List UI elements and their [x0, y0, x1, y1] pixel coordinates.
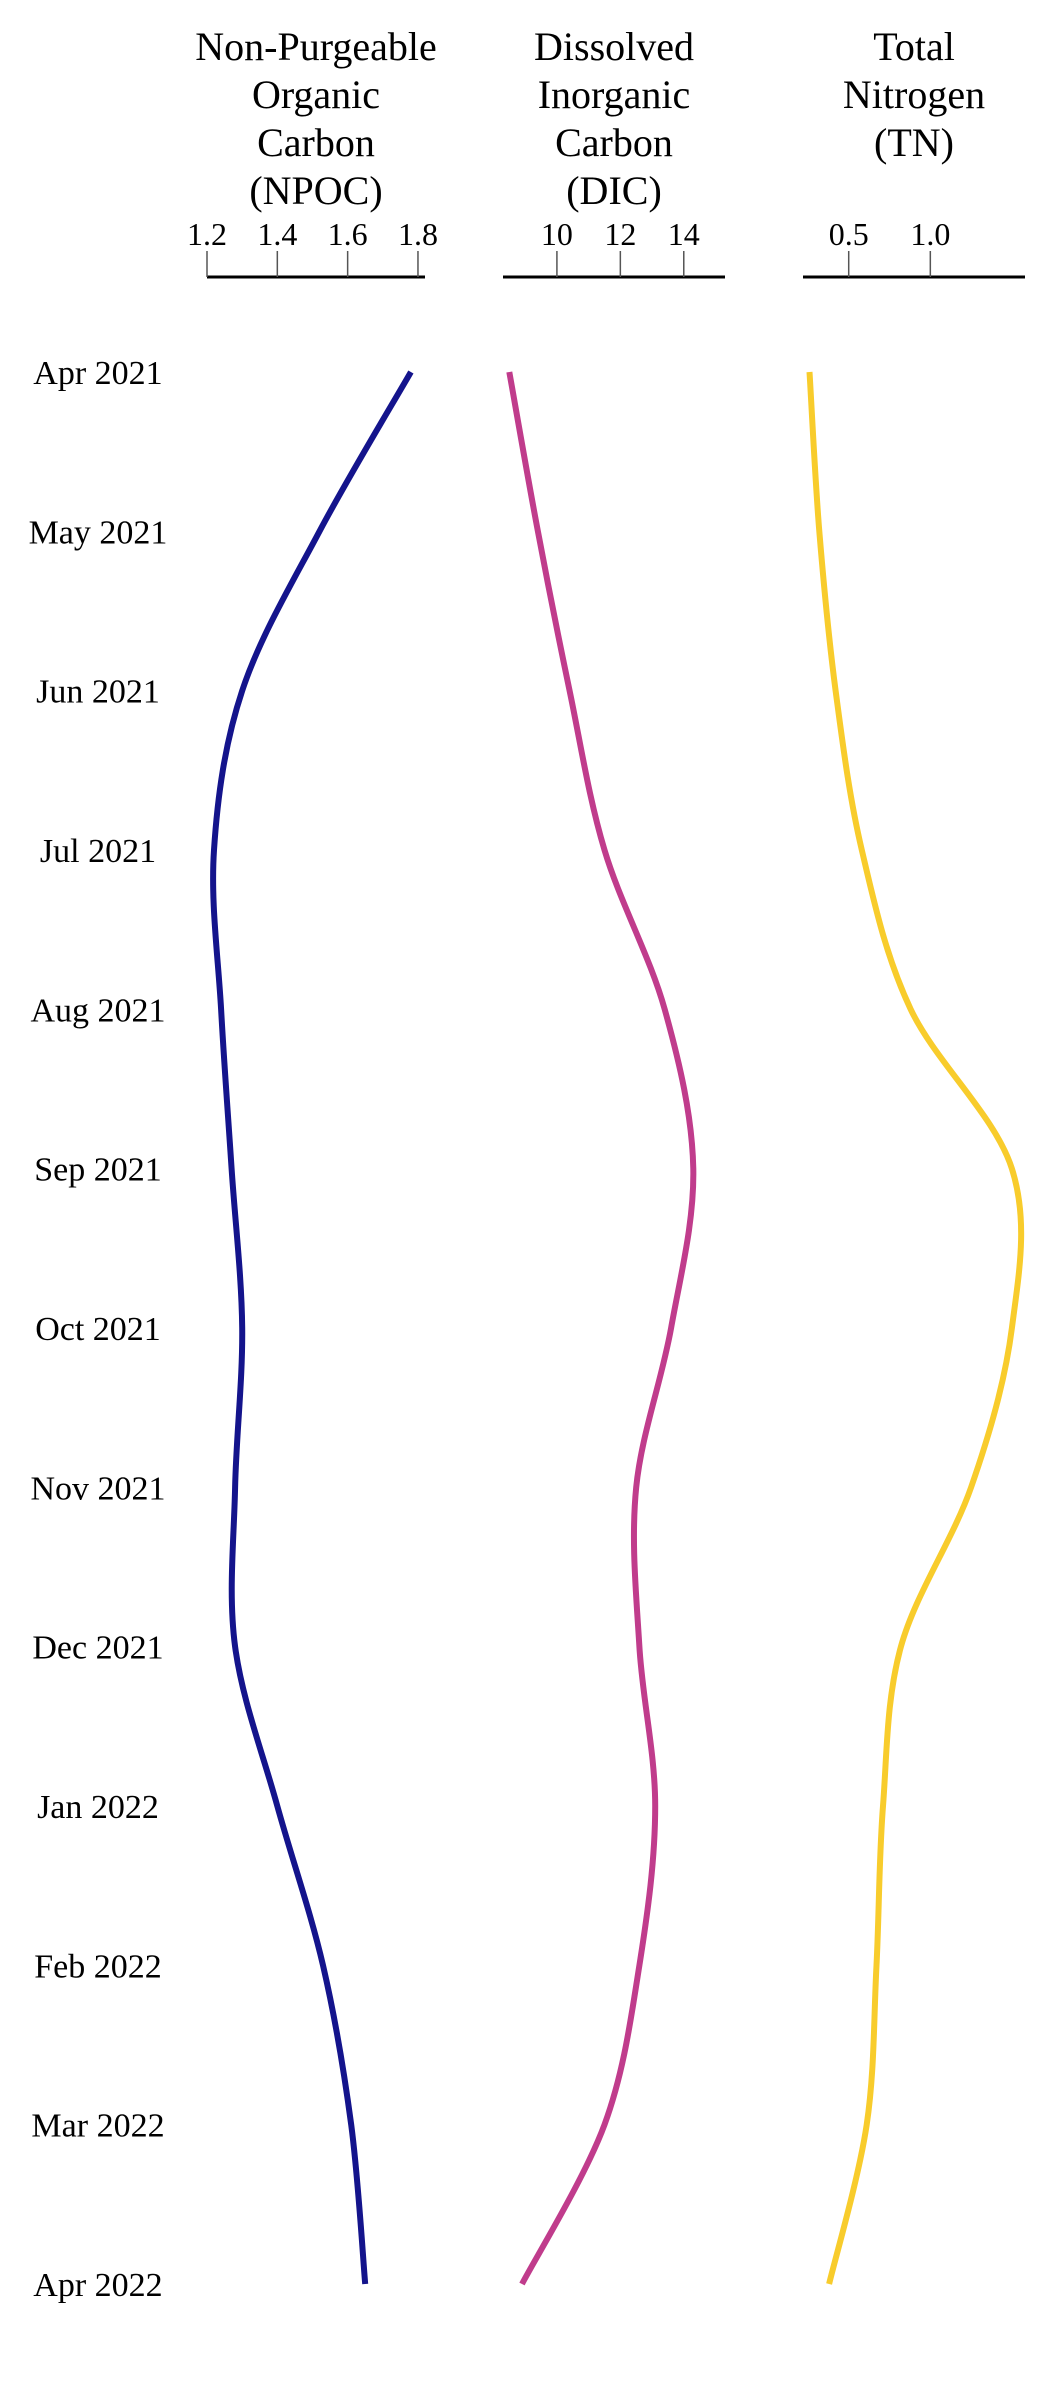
panel-title-line: Carbon — [257, 120, 375, 165]
date-label: Apr 2022 — [33, 2267, 162, 2304]
panel-title-line: (DIC) — [566, 168, 662, 213]
date-label: Aug 2021 — [30, 992, 165, 1029]
date-label: Jun 2021 — [36, 674, 160, 711]
date-label: Mar 2022 — [31, 2108, 164, 2145]
panel-title-line: Total — [873, 24, 955, 69]
panel-title-line: Dissolved — [534, 24, 694, 69]
panel-title-line: Organic — [252, 72, 380, 117]
date-label: Feb 2022 — [34, 1948, 162, 1985]
date-label: May 2021 — [29, 514, 168, 551]
panel-title-line: Non-Purgeable — [195, 24, 436, 69]
tick-label: 1.6 — [328, 216, 368, 252]
panel-title-line: (TN) — [874, 120, 954, 165]
tick-label: 1.0 — [910, 216, 950, 252]
date-label: Apr 2021 — [33, 355, 162, 392]
date-label: Dec 2021 — [32, 1630, 163, 1667]
tick-label: 12 — [604, 216, 636, 252]
tick-label: 14 — [668, 216, 700, 252]
date-label: Oct 2021 — [35, 1311, 161, 1348]
date-label: Sep 2021 — [34, 1152, 162, 1189]
date-label: Jul 2021 — [40, 833, 156, 870]
panel-title-line: Carbon — [555, 120, 673, 165]
panel-title-line: Nitrogen — [843, 72, 985, 117]
series-line — [806, 371, 1025, 2285]
tick-label: 1.4 — [257, 216, 297, 252]
panel-title-line: (NPOC) — [249, 168, 382, 213]
tick-label: 0.5 — [829, 216, 869, 252]
series-line — [506, 371, 697, 2286]
tick-label: 1.8 — [398, 216, 438, 252]
series-line — [210, 370, 414, 2285]
tick-label: 10 — [541, 216, 573, 252]
panel-title-line: Inorganic — [538, 72, 691, 117]
tick-label: 1.2 — [187, 216, 227, 252]
date-label: Nov 2021 — [30, 1470, 165, 1507]
date-label: Jan 2022 — [37, 1789, 159, 1826]
